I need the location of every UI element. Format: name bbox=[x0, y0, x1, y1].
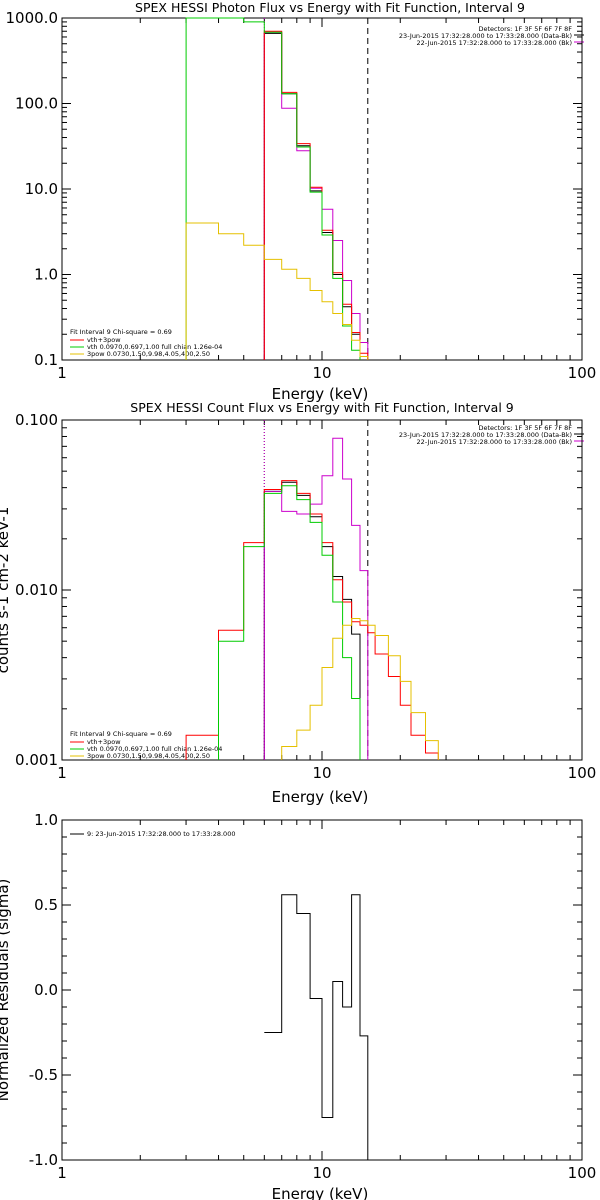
series-vth-3pow bbox=[263, 30, 369, 360]
photon-flux-panel: SPEX HESSI Photon Flux vs Energy with Fi… bbox=[6, 0, 597, 403]
legend-3pow-text: 3pow 0.0730,1.50,9.98,4.05,400,2.50 bbox=[87, 350, 210, 358]
y-tick-label: 10.0 bbox=[25, 180, 58, 198]
plot-frame bbox=[61, 419, 583, 761]
y-axis-label: Normalized Residuals (sigma) bbox=[0, 879, 12, 1102]
series-data-bk bbox=[263, 481, 361, 760]
y-axis-label: counts s-1 cm-2 keV-1 bbox=[0, 507, 12, 674]
legend-residual-text: 9: 23-Jun-2015 17:32:28.000 to 17:33:28.… bbox=[87, 830, 235, 838]
y-tick-label: -0.5 bbox=[29, 1066, 58, 1084]
residuals-panel: 9: 23-Jun-2015 17:32:28.000 to 17:33:28.… bbox=[0, 811, 596, 1200]
x-tick-label: 1 bbox=[57, 764, 67, 782]
x-axis-label: Energy (keV) bbox=[272, 385, 369, 403]
panel-title: SPEX HESSI Photon Flux vs Energy with Fi… bbox=[135, 0, 525, 15]
legend-vth-text: vth 0.0970,0.697,1.00 full chian 1.26e-0… bbox=[87, 745, 222, 753]
y-tick-label: 1.0 bbox=[34, 266, 58, 284]
legend-total-text: vth+3pow bbox=[87, 738, 121, 746]
series-bk bbox=[263, 437, 369, 760]
y-tick-label: 0.0 bbox=[34, 981, 58, 999]
legend-total-text: vth+3pow bbox=[87, 336, 121, 344]
series-bk bbox=[263, 31, 369, 360]
x-tick-label: 10 bbox=[312, 1164, 331, 1182]
detectors-label: Detectors: 1F 3F 5F 6F 7F 8F bbox=[478, 424, 572, 432]
series-vth bbox=[185, 17, 361, 360]
x-tick-label: 100 bbox=[568, 364, 597, 382]
x-tick-label: 100 bbox=[568, 1164, 597, 1182]
y-tick-label: 1000.0 bbox=[6, 9, 59, 27]
data-bk-interval-label: 23-Jun-2015 17:32:28.000 to 17:33:28.000… bbox=[399, 32, 572, 40]
detectors-label: Detectors: 1F 3F 5F 6F 7F 8F bbox=[478, 25, 572, 33]
y-tick-label: 0.1 bbox=[34, 351, 58, 369]
series-3pow bbox=[185, 222, 369, 360]
y-tick-label: 0.100 bbox=[15, 411, 58, 429]
series-9-23-jun-2015-17-32-28-000-to-17-33-28-000 bbox=[264, 894, 369, 1160]
x-axis-label: Energy (keV) bbox=[272, 1185, 369, 1200]
x-axis-label: Energy (keV) bbox=[272, 788, 369, 806]
data-bk-interval-label: 23-Jun-2015 17:32:28.000 to 17:33:28.000… bbox=[399, 431, 572, 439]
legend-fit-text: Fit Interval 9 Chi-square = 0.69 bbox=[70, 328, 172, 336]
series-vth bbox=[218, 485, 361, 760]
legend-vth-text: vth 0.0970,0.697,1.00 full chian 1.26e-0… bbox=[87, 343, 222, 351]
x-tick-label: 1 bbox=[57, 364, 67, 382]
bk-interval-label: 22-Jun-2015 17:32:28.000 to 17:33:28.000… bbox=[417, 39, 572, 47]
y-tick-label: 0.001 bbox=[15, 751, 58, 769]
y-tick-label: 100.0 bbox=[15, 95, 58, 113]
legend-fit-text: Fit Interval 9 Chi-square = 0.69 bbox=[70, 730, 172, 738]
bk-interval-label: 22-Jun-2015 17:32:28.000 to 17:33:28.000… bbox=[417, 438, 572, 446]
series-3pow bbox=[281, 618, 439, 760]
y-tick-label: 0.5 bbox=[34, 896, 58, 914]
y-tick-label: 1.0 bbox=[34, 811, 58, 829]
x-tick-label: 10 bbox=[312, 364, 331, 382]
y-tick-label: -1.0 bbox=[29, 1151, 58, 1169]
x-tick-label: 10 bbox=[312, 764, 331, 782]
y-tick-label: 0.010 bbox=[15, 581, 58, 599]
legend-3pow-text: 3pow 0.0730,1.50,9.98,4.05,400,2.50 bbox=[87, 752, 210, 760]
panel-title: SPEX HESSI Count Flux vs Energy with Fit… bbox=[130, 400, 513, 415]
x-tick-label: 100 bbox=[568, 764, 597, 782]
count-flux-panel: SPEX HESSI Count Flux vs Energy with Fit… bbox=[0, 400, 596, 806]
series-data-bk bbox=[263, 32, 369, 360]
x-tick-label: 1 bbox=[57, 1164, 67, 1182]
